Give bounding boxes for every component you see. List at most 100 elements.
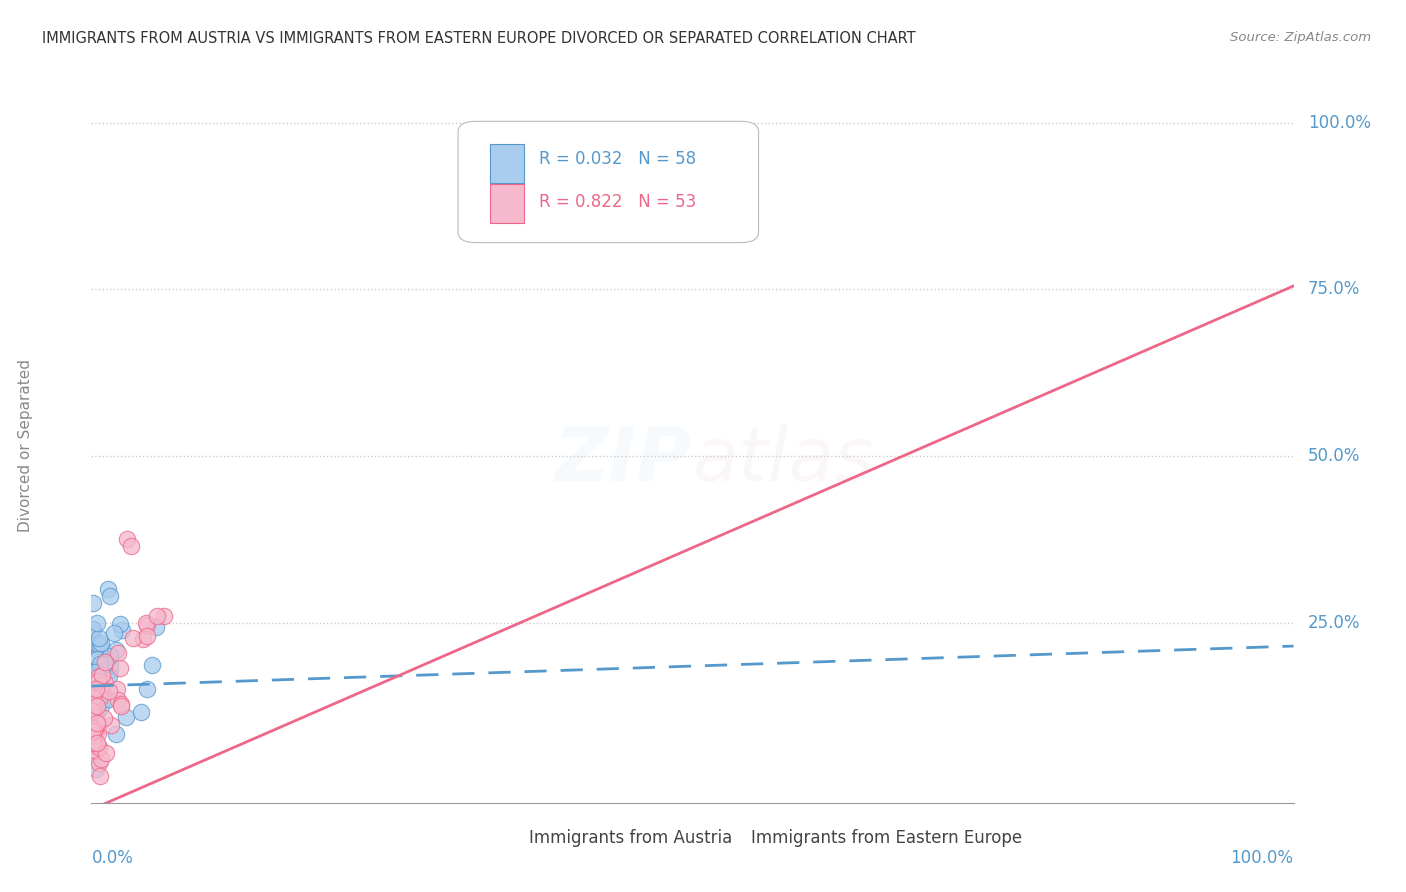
Text: R = 0.032   N = 58: R = 0.032 N = 58: [538, 150, 696, 168]
Point: [82, 596, 104, 610]
Point: [91, 668, 114, 682]
Point: [86, 698, 108, 713]
Point: [84, 663, 107, 677]
Point: [82, 736, 104, 750]
Point: [87, 674, 110, 689]
Text: Immigrants from Austria: Immigrants from Austria: [529, 830, 733, 847]
Point: [136, 618, 159, 632]
Text: 0.0%: 0.0%: [91, 849, 134, 867]
Point: [117, 533, 139, 547]
Point: [89, 675, 111, 690]
Point: [83, 673, 105, 688]
Point: [84, 721, 107, 735]
Point: [98, 692, 121, 706]
Point: [120, 539, 142, 553]
Point: [84, 669, 107, 683]
Point: [87, 726, 110, 740]
Point: [80, 704, 103, 718]
Point: [84, 744, 107, 758]
Point: [100, 718, 122, 732]
Point: [86, 651, 108, 665]
Point: [100, 589, 122, 603]
Point: [132, 632, 155, 646]
Text: 50.0%: 50.0%: [1308, 447, 1361, 465]
Point: [84, 665, 107, 679]
Point: [83, 723, 105, 738]
Bar: [491, 184, 524, 223]
Point: [104, 643, 127, 657]
Text: Source: ZipAtlas.com: Source: ZipAtlas.com: [1230, 31, 1371, 45]
Point: [82, 723, 104, 738]
Point: [103, 626, 125, 640]
Point: [89, 690, 111, 704]
Point: [93, 655, 115, 669]
Point: [84, 763, 107, 777]
Point: [89, 699, 111, 714]
Bar: [491, 145, 524, 184]
Point: [80, 622, 103, 636]
Point: [84, 724, 107, 739]
Point: [80, 709, 103, 723]
Point: [145, 620, 167, 634]
Point: [83, 685, 105, 699]
Point: [82, 717, 104, 731]
Point: [87, 637, 110, 651]
Text: 25.0%: 25.0%: [1308, 614, 1361, 632]
Text: Immigrants from Eastern Europe: Immigrants from Eastern Europe: [751, 830, 1022, 847]
Point: [110, 697, 132, 711]
Point: [83, 684, 105, 698]
Point: [93, 657, 115, 671]
Point: [87, 704, 110, 718]
Point: [84, 683, 107, 698]
Point: [84, 708, 107, 723]
Point: [83, 710, 105, 724]
Point: [94, 675, 117, 690]
Text: atlas: atlas: [692, 425, 875, 496]
Point: [98, 658, 121, 673]
Point: [86, 670, 108, 684]
Point: [84, 663, 107, 677]
Point: [84, 666, 107, 681]
Point: [105, 681, 128, 696]
Point: [86, 676, 108, 690]
Point: [152, 609, 174, 624]
Point: [82, 678, 104, 692]
Point: [89, 769, 111, 783]
Text: Divorced or Separated: Divorced or Separated: [18, 359, 32, 533]
Point: [110, 699, 132, 714]
Point: [90, 636, 112, 650]
Point: [87, 718, 110, 732]
Point: [122, 632, 145, 646]
Point: [87, 756, 110, 770]
Text: 100.0%: 100.0%: [1230, 849, 1294, 867]
Point: [87, 739, 110, 754]
Point: [90, 681, 112, 696]
FancyBboxPatch shape: [458, 121, 759, 243]
Bar: [488, 826, 515, 853]
Point: [89, 657, 111, 671]
Point: [80, 670, 103, 684]
Point: [107, 692, 129, 706]
Point: [108, 617, 131, 632]
Point: [87, 645, 110, 659]
Point: [82, 671, 104, 685]
Point: [98, 684, 121, 698]
Point: [86, 715, 108, 730]
Point: [98, 663, 121, 677]
Point: [86, 690, 108, 705]
Point: [105, 727, 128, 741]
Point: [97, 582, 120, 597]
Point: [84, 667, 107, 681]
Point: [80, 743, 103, 757]
Point: [87, 673, 110, 688]
Text: R = 0.822   N = 53: R = 0.822 N = 53: [538, 193, 696, 211]
Text: 100.0%: 100.0%: [1308, 113, 1371, 131]
Point: [83, 673, 105, 687]
Point: [86, 637, 108, 651]
Text: IMMIGRANTS FROM AUSTRIA VS IMMIGRANTS FROM EASTERN EUROPE DIVORCED OR SEPARATED : IMMIGRANTS FROM AUSTRIA VS IMMIGRANTS FR…: [42, 31, 915, 46]
Point: [86, 736, 108, 750]
Point: [141, 657, 163, 672]
Point: [89, 639, 111, 653]
Point: [110, 623, 132, 637]
Point: [98, 649, 121, 664]
